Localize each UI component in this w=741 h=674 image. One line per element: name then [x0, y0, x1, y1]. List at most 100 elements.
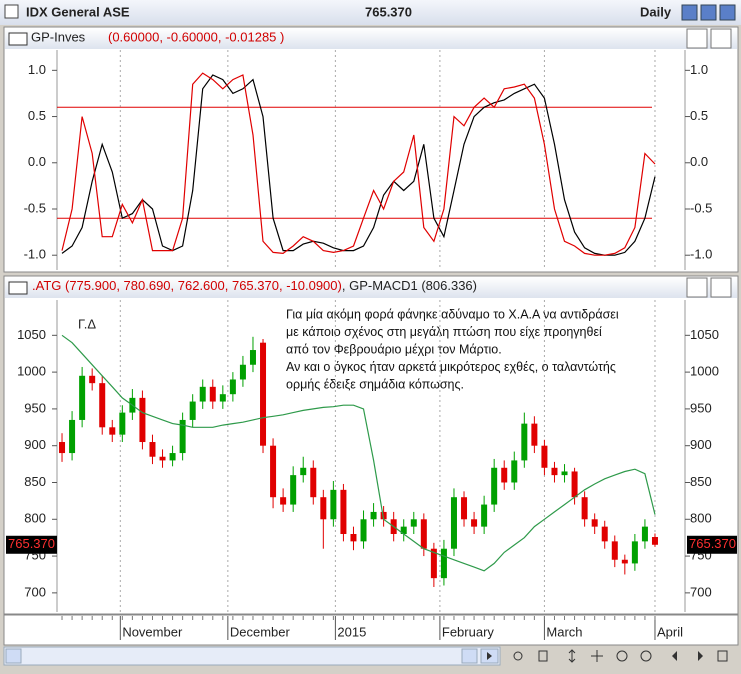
candle-body	[189, 401, 196, 420]
last-tag	[6, 535, 57, 554]
panel-icon[interactable]	[8, 281, 28, 295]
tool-zoom-in[interactable]	[640, 650, 652, 662]
panel-restore[interactable]	[686, 277, 708, 298]
y-tick-label: 800	[24, 511, 46, 526]
series-line	[61, 72, 656, 256]
tool-refresh[interactable]	[513, 651, 523, 661]
last-tag-label: 765.370	[8, 536, 55, 551]
annotation-line: Αν και ο όγκος ήταν αρκετά μικρότερος εχ…	[286, 360, 616, 374]
x-tick-label: April	[657, 624, 683, 639]
candle-body	[119, 412, 126, 435]
candle-body	[651, 537, 658, 545]
candle-body	[380, 511, 387, 520]
scrollbar[interactable]	[3, 646, 501, 666]
candle-body	[239, 364, 246, 380]
maximize[interactable]	[700, 4, 717, 21]
panel-close[interactable]	[710, 28, 732, 49]
y-tick-label: 0.0	[28, 154, 46, 169]
panel-restore[interactable]	[686, 28, 708, 49]
indicator-value: (806.336)	[421, 278, 477, 293]
candle-body	[621, 559, 628, 564]
candle-body	[320, 497, 327, 520]
candle-body	[229, 379, 236, 395]
y-tick-label: 700	[24, 584, 46, 599]
candle-body	[450, 497, 457, 549]
panel-2-header	[5, 277, 737, 298]
x-tick-label: 2015	[337, 624, 366, 639]
window-title: IDX General ASE	[26, 4, 130, 19]
y-tick-label: 800	[690, 511, 712, 526]
tool-move[interactable]	[591, 650, 603, 662]
panel-1-values: (0.60000, -0.60000, -0.01285 )	[108, 29, 284, 44]
scroll-thumb[interactable]	[461, 648, 478, 664]
candle-body	[410, 519, 417, 527]
candle-body	[511, 460, 518, 483]
candle-body	[611, 541, 618, 560]
panel-close[interactable]	[710, 277, 732, 298]
tool-zoom-out[interactable]	[616, 650, 628, 662]
candle-body	[591, 519, 598, 527]
candle-body	[551, 467, 558, 476]
candle-body	[501, 467, 508, 483]
candle-body	[300, 467, 307, 476]
panel-icon[interactable]	[8, 32, 28, 46]
indicator-title: GP-MACD1	[349, 278, 418, 293]
y-tick-label: 1050	[17, 327, 46, 342]
candle-body	[79, 375, 86, 420]
y-tick-label: -0.5	[690, 200, 712, 215]
window-buttons	[681, 4, 736, 21]
y-tick-label: 700	[690, 584, 712, 599]
chart-1: 1.0 1.0 0.5 0.5 0.0 0.0 -0.5 -0.5 -1.0 -1.0	[24, 50, 712, 270]
candle-body	[531, 423, 538, 446]
candle-body	[471, 519, 478, 527]
close[interactable]	[719, 4, 736, 21]
annotation-line: Για μία ακόμη φορά φάνηκε αδύναμο το Χ.Α…	[286, 307, 619, 321]
last-tag	[687, 535, 737, 554]
candle-body	[571, 471, 578, 498]
tool-prev[interactable]	[672, 651, 677, 661]
tool-next[interactable]	[698, 651, 703, 661]
candle-body	[169, 453, 176, 461]
candle-body	[360, 519, 367, 542]
y-tick-label: -0.5	[24, 200, 46, 215]
annotation: Για μία ακόμη φορά φάνηκε αδύναμο το Χ.Α…	[286, 307, 619, 391]
app-icon	[4, 4, 19, 19]
candle-body	[430, 548, 437, 579]
candle-body	[260, 342, 267, 446]
series-line	[61, 334, 656, 572]
y-tick-label: 0.5	[690, 108, 708, 123]
candle-body	[521, 423, 528, 461]
x-tick-label: November	[122, 624, 183, 639]
tool-vert[interactable]	[568, 649, 576, 663]
candle-body	[89, 375, 96, 384]
y-tick-label: 1.0	[28, 62, 46, 77]
candle-body	[159, 456, 166, 461]
toolbar	[3, 646, 728, 666]
y-tick-label: 1050	[690, 327, 719, 342]
annotation-line: ορμής έδειξε σημάδια κόπωσης.	[286, 377, 464, 391]
candle-body	[400, 526, 407, 534]
panel-1-title: GP-Inves	[31, 29, 86, 44]
scroll-left[interactable]	[5, 648, 22, 664]
series-line	[61, 74, 656, 256]
x-tick-label: December	[230, 624, 291, 639]
window-value: 765.370	[365, 4, 412, 19]
ohlc-values: (775.900, 780.690, 762.600, 765.370, -10…	[65, 278, 342, 293]
candle-body	[59, 442, 66, 454]
tool-end[interactable]	[717, 650, 728, 662]
candle-body	[149, 442, 156, 457]
x-axis-strip	[3, 614, 739, 646]
y-tick-label: 900	[24, 437, 46, 452]
tool-d[interactable]	[538, 650, 548, 662]
minimize[interactable]	[681, 4, 698, 21]
y-tick-label: 1000	[17, 364, 46, 379]
candle-body	[491, 467, 498, 505]
y-tick-label: -1.0	[690, 247, 712, 262]
candle-body	[440, 548, 447, 579]
candle-body	[601, 526, 608, 542]
separator: ,	[342, 278, 349, 293]
candle-body	[109, 427, 116, 435]
y-tick-label: -1.0	[24, 247, 46, 262]
